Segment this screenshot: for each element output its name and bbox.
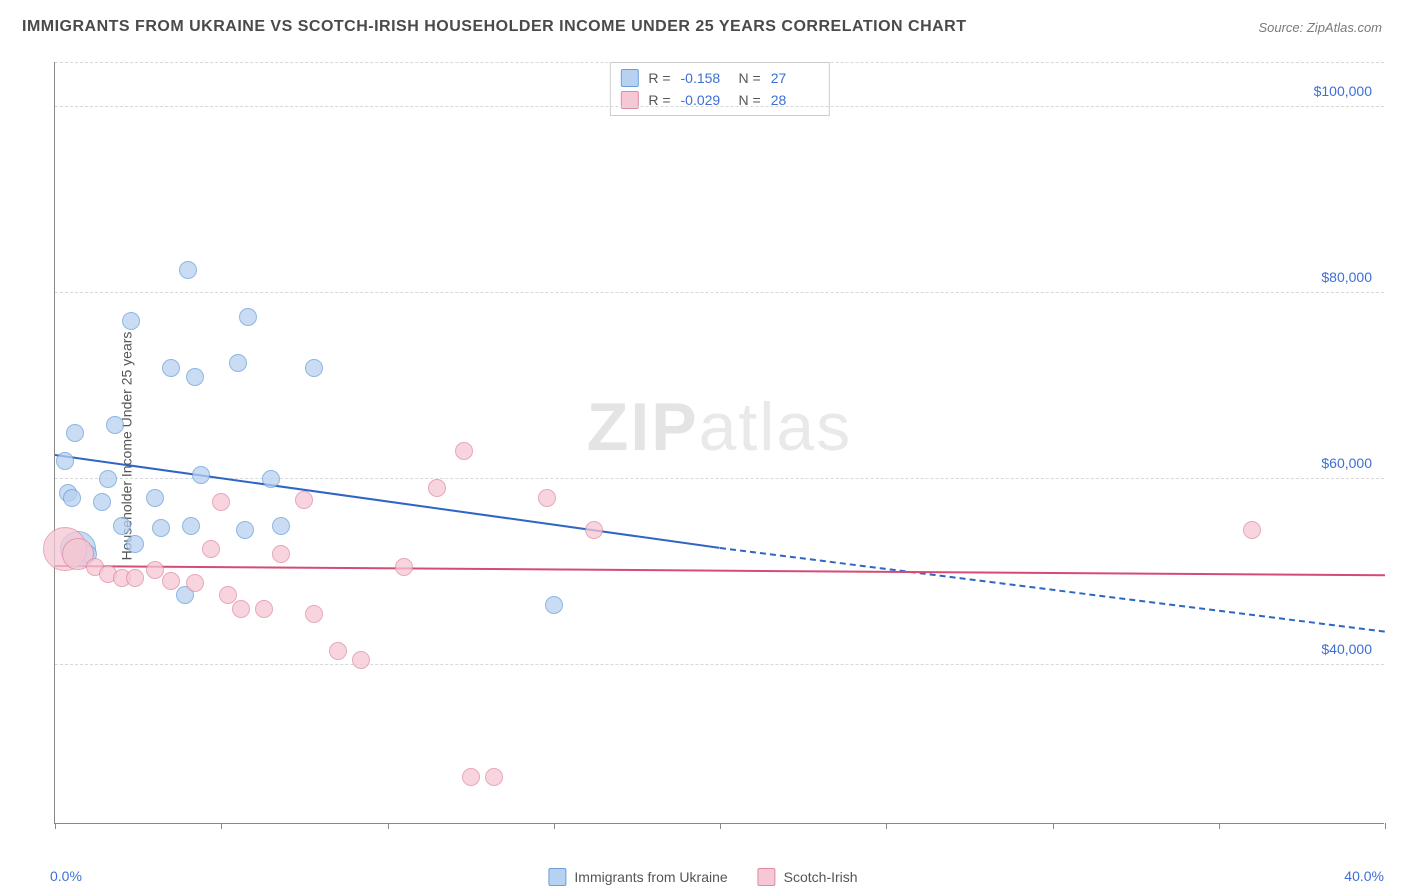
scatter-point [395, 558, 413, 576]
scatter-point [99, 470, 117, 488]
y-tick-label: $100,000 [1314, 83, 1372, 99]
x-tick [388, 823, 389, 829]
x-tick [1053, 823, 1054, 829]
scatter-point [122, 312, 140, 330]
scatter-point [538, 489, 556, 507]
correlation-legend: R = -0.158 N = 27 R =-0.029N =28 [609, 62, 829, 116]
chart-title: IMMIGRANTS FROM UKRAINE VS SCOTCH-IRISH … [22, 18, 967, 36]
scatter-point [329, 642, 347, 660]
plot-area: ZIPatlas R = -0.158 N = 27 R =-0.029N =28 $4… [54, 62, 1384, 824]
r-value: -0.158 [681, 70, 729, 86]
scatter-point [162, 359, 180, 377]
scatter-point [93, 493, 111, 511]
scatter-point [162, 572, 180, 590]
scatter-point [212, 493, 230, 511]
watermark: ZIPatlas [587, 388, 852, 466]
y-tick-label: $80,000 [1321, 269, 1372, 285]
x-tick [1385, 823, 1386, 829]
x-axis-start-label: 0.0% [50, 868, 82, 884]
scatter-point [202, 540, 220, 558]
legend-item: Scotch-Irish [758, 868, 858, 886]
stats-row: R =-0.029N =28 [620, 89, 818, 111]
y-tick-label: $40,000 [1321, 641, 1372, 657]
x-tick [886, 823, 887, 829]
scatter-point [585, 521, 603, 539]
source-attribution: Source: ZipAtlas.com [1258, 20, 1382, 35]
scatter-point [352, 651, 370, 669]
x-tick [221, 823, 222, 829]
scatter-point [126, 569, 144, 587]
r-label: R = [648, 70, 670, 86]
scatter-point [236, 521, 254, 539]
scatter-point [192, 466, 210, 484]
x-tick [554, 823, 555, 829]
scatter-point [272, 545, 290, 563]
legend-label: Scotch-Irish [784, 869, 858, 885]
scatter-point [146, 489, 164, 507]
scatter-point [182, 517, 200, 535]
x-tick [1219, 823, 1220, 829]
scatter-point [239, 308, 257, 326]
scatter-point [56, 452, 74, 470]
grid-line [55, 106, 1384, 107]
scatter-point [255, 600, 273, 618]
stats-row: R = -0.158 N = 27 [620, 67, 818, 89]
scatter-point [1243, 521, 1261, 539]
watermark-bold: ZIP [587, 389, 699, 465]
grid-line [55, 478, 1384, 479]
legend-swatch [548, 868, 566, 886]
legend-label: Immigrants from Ukraine [574, 869, 727, 885]
watermark-light: atlas [699, 389, 853, 465]
series-legend: Immigrants from Ukraine Scotch-Irish [548, 868, 857, 886]
scatter-point [179, 261, 197, 279]
scatter-point [106, 416, 124, 434]
scatter-point [545, 596, 563, 614]
scatter-point [66, 424, 84, 442]
n-value: 27 [771, 70, 819, 86]
n-label: N = [739, 70, 761, 86]
x-tick [720, 823, 721, 829]
scatter-point [485, 768, 503, 786]
scatter-point [113, 517, 131, 535]
scatter-point [232, 600, 250, 618]
y-tick-label: $60,000 [1321, 455, 1372, 471]
scatter-point [272, 517, 290, 535]
scatter-point [305, 359, 323, 377]
x-tick [55, 823, 56, 829]
trend-line [720, 547, 1385, 633]
scatter-point [63, 489, 81, 507]
trend-line [55, 565, 1385, 576]
scatter-point [262, 470, 280, 488]
legend-swatch [758, 868, 776, 886]
scatter-point [229, 354, 247, 372]
series-swatch [620, 69, 638, 87]
scatter-point [146, 561, 164, 579]
scatter-point [462, 768, 480, 786]
scatter-point [186, 368, 204, 386]
scatter-point [428, 479, 446, 497]
scatter-point [126, 535, 144, 553]
grid-line [55, 664, 1384, 665]
x-axis-end-label: 40.0% [1344, 868, 1384, 884]
scatter-point [295, 491, 313, 509]
scatter-point [186, 574, 204, 592]
scatter-point [152, 519, 170, 537]
grid-line [55, 292, 1384, 293]
scatter-point [305, 605, 323, 623]
legend-item: Immigrants from Ukraine [548, 868, 727, 886]
scatter-point [455, 442, 473, 460]
